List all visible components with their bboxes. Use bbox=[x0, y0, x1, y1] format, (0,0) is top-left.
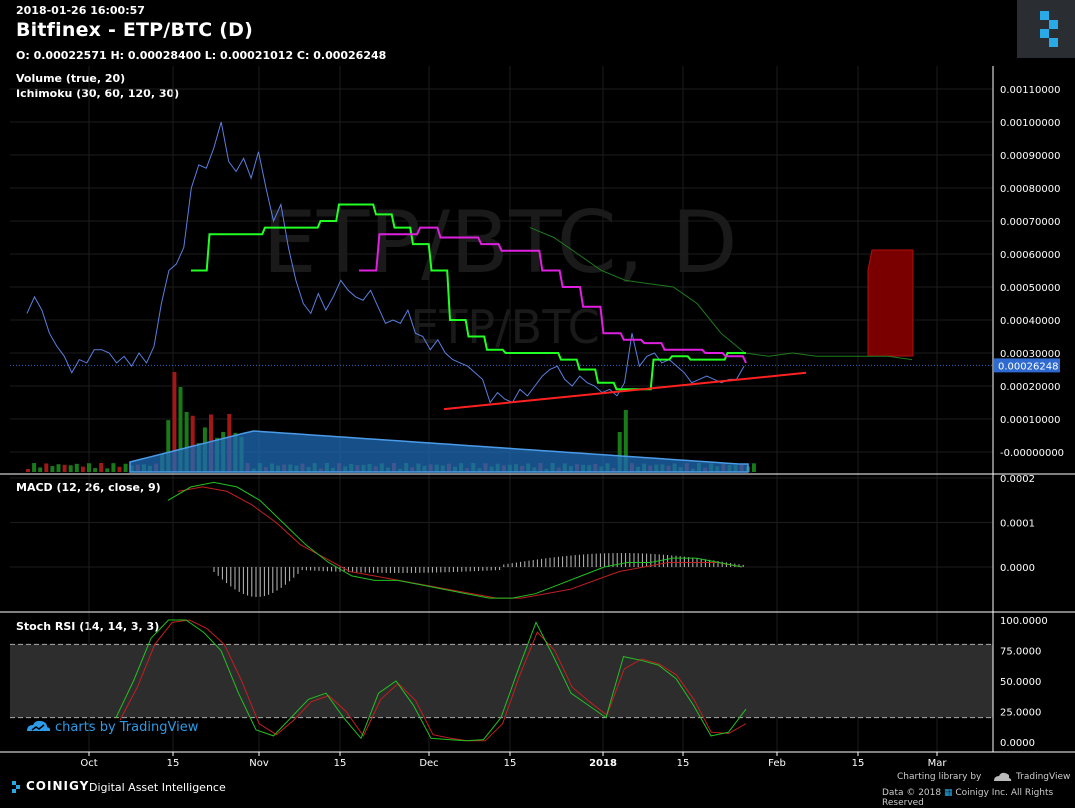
volume-bar bbox=[190, 415, 195, 472]
volume-bar bbox=[184, 412, 189, 472]
trendline bbox=[443, 371, 807, 411]
volume-bar bbox=[172, 372, 177, 472]
coinigy-mini-icon: ▦ bbox=[944, 788, 953, 798]
footer-copyright: Data © 2018 ▦ Coinigy Inc. All Rights Re… bbox=[882, 788, 1075, 808]
volume-bar bbox=[123, 463, 128, 472]
volume-bar bbox=[93, 468, 98, 472]
y-tick-label: 0.00030000 bbox=[1000, 349, 1060, 360]
volume-bar bbox=[111, 463, 116, 472]
y-tick-label: 0.00040000 bbox=[1000, 316, 1060, 327]
tradingview-footer-icon bbox=[994, 772, 1012, 781]
last-price-label: 0.00026248 bbox=[998, 361, 1058, 372]
macd-tick-label: 0.0001 bbox=[1000, 519, 1035, 530]
macd-signal-line bbox=[177, 486, 743, 599]
y-tick-label: 0.00110000 bbox=[1000, 85, 1060, 96]
stoch-rsi-indicator-label[interactable]: Stoch RSI (14, 14, 3, 3) bbox=[16, 620, 160, 633]
watermark-pair: ETP/BTC bbox=[410, 300, 599, 354]
volume-bar bbox=[87, 463, 91, 472]
charting-library-label: Charting library by bbox=[897, 772, 982, 782]
volume-ma-area bbox=[129, 430, 749, 473]
timestamp: 2018-01-26 16:00:57 bbox=[16, 4, 145, 17]
volume-bar bbox=[617, 432, 622, 472]
volume-bar bbox=[166, 420, 171, 472]
coinigy-logo[interactable] bbox=[1017, 0, 1075, 58]
x-tick-label: Oct bbox=[80, 758, 97, 769]
volume-bar bbox=[105, 468, 110, 472]
senkou-span-line bbox=[529, 227, 913, 361]
ohlc-readout: O: 0.00022571 H: 0.00028400 L: 0.0002101… bbox=[16, 49, 387, 62]
x-tick-label: Dec bbox=[419, 758, 438, 769]
y-tick-label: 0.00080000 bbox=[1000, 184, 1060, 195]
coinigy-logo-icon bbox=[1040, 11, 1058, 47]
kijun-sen-line bbox=[359, 226, 747, 364]
tenkan-sen-line bbox=[191, 203, 746, 391]
y-tick-label: 0.00100000 bbox=[1000, 118, 1060, 129]
volume-bar bbox=[62, 464, 67, 472]
copyright-text: Data © 2018 bbox=[882, 788, 942, 798]
x-tick-label: 15 bbox=[334, 758, 347, 769]
footer-tagline: Digital Asset Intelligence bbox=[89, 781, 226, 794]
volume-bar bbox=[32, 463, 37, 472]
stoch-tick-label: 100.0000 bbox=[1000, 616, 1048, 627]
volume-bar bbox=[80, 466, 85, 472]
macd-tick-label: 0.0000 bbox=[1000, 563, 1035, 574]
x-tick-label: 15 bbox=[852, 758, 865, 769]
stoch-tick-label: 50.0000 bbox=[1000, 677, 1041, 688]
volume-bar bbox=[50, 466, 55, 472]
volume-bar bbox=[99, 463, 104, 472]
tradingview-attribution[interactable]: charts by TradingView bbox=[55, 720, 199, 735]
stoch-band bbox=[10, 644, 993, 718]
chart-title: Bitfinex - ETP/BTC (D) bbox=[16, 19, 253, 41]
volume-bar bbox=[178, 387, 183, 472]
y-tick-label: 0.00010000 bbox=[1000, 415, 1060, 426]
volume-bar bbox=[56, 464, 61, 472]
y-tick-label: 0.00050000 bbox=[1000, 283, 1060, 294]
y-tick-label: 0.00020000 bbox=[1000, 382, 1060, 393]
last-price-badge bbox=[994, 358, 1060, 373]
coinigy-footer-icon bbox=[12, 781, 20, 793]
stoch-k-line bbox=[115, 619, 747, 742]
volume-bar bbox=[623, 410, 628, 472]
x-tick-label: 15 bbox=[677, 758, 690, 769]
volume-bar bbox=[117, 466, 122, 472]
stoch-d-line bbox=[119, 619, 747, 742]
volume-indicator-label[interactable]: Volume (true, 20) bbox=[16, 72, 126, 85]
y-tick-label: -0.00000000 bbox=[1000, 448, 1064, 459]
macd-indicator-label[interactable]: MACD (12, 26, close, 9) bbox=[16, 481, 161, 494]
x-tick-label: 15 bbox=[167, 758, 180, 769]
footer-brand[interactable]: COINIGY bbox=[26, 779, 90, 793]
x-tick-label: Feb bbox=[768, 758, 786, 769]
x-tick-label: 15 bbox=[504, 758, 517, 769]
volume-bar bbox=[38, 467, 43, 472]
y-tick-label: 0.00060000 bbox=[1000, 250, 1060, 261]
volume-bar bbox=[44, 463, 49, 472]
volume-bar bbox=[751, 463, 756, 472]
stoch-tick-label: 75.0000 bbox=[1000, 647, 1041, 658]
watermark-symbol: ETP/BTC, D bbox=[262, 193, 737, 293]
ichimoku-cloud bbox=[867, 249, 914, 357]
x-tick-label: Nov bbox=[249, 758, 269, 769]
y-tick-label: 0.00090000 bbox=[1000, 151, 1060, 162]
price-line bbox=[26, 121, 745, 404]
macd-line bbox=[167, 481, 743, 599]
y-tick-label: 0.00070000 bbox=[1000, 217, 1060, 228]
stoch-tick-label: 25.0000 bbox=[1000, 708, 1041, 719]
volume-bar bbox=[74, 463, 79, 472]
stoch-tick-label: 0.0000 bbox=[1000, 738, 1035, 749]
tradingview-cloud-icon bbox=[27, 720, 51, 731]
x-tick-label: Mar bbox=[928, 758, 948, 769]
macd-tick-label: 0.0002 bbox=[1000, 474, 1035, 485]
volume-bar bbox=[26, 469, 30, 472]
volume-bar bbox=[68, 465, 73, 472]
x-tick-label: 2018 bbox=[589, 758, 617, 769]
ichimoku-indicator-label[interactable]: Ichimoku (30, 60, 120, 30) bbox=[16, 87, 180, 100]
tradingview-footer-link[interactable]: TradingView bbox=[1016, 772, 1071, 782]
